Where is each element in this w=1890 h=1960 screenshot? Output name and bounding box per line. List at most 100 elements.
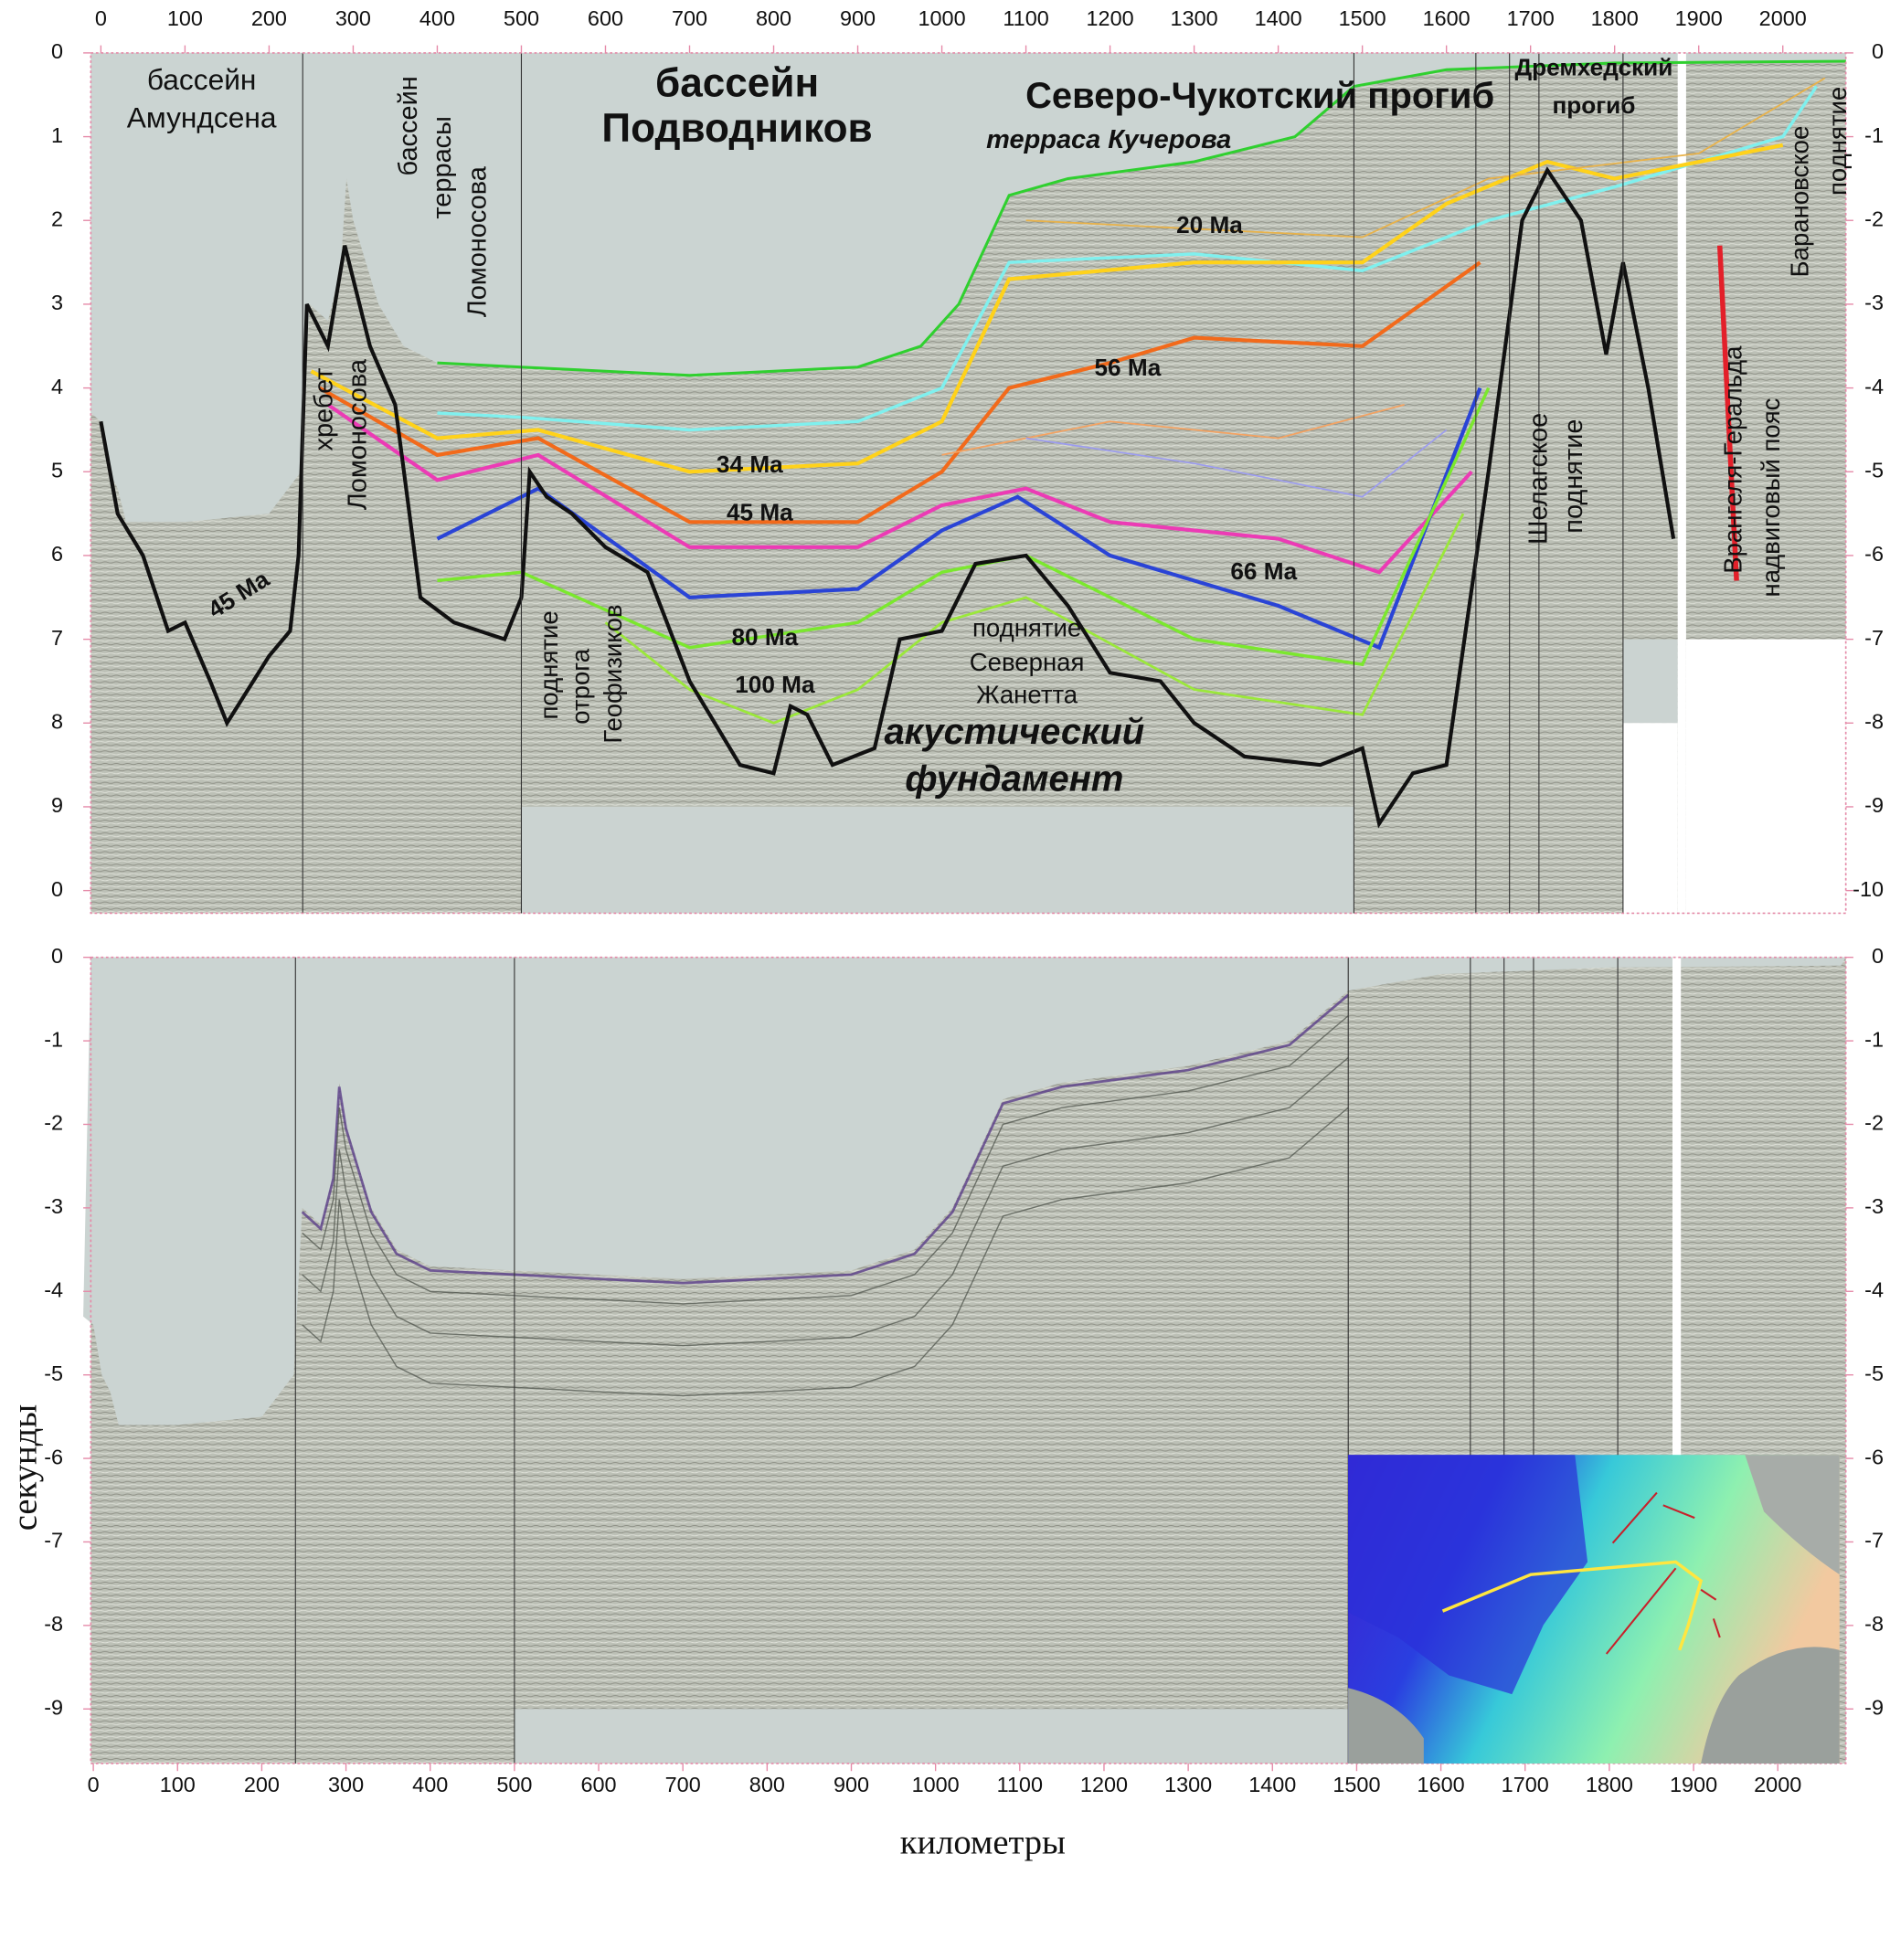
- horizon: [436, 387, 1482, 651]
- right-tick-label: -10: [1853, 877, 1884, 901]
- no-data: [514, 1709, 1349, 1764]
- section-label: хребет: [309, 368, 338, 451]
- section-label: Врангеля-Геральда: [1719, 345, 1747, 574]
- horizon: [318, 260, 1481, 524]
- left-tick-label: -6: [44, 1445, 63, 1468]
- right-tick-label: -9: [1864, 1695, 1884, 1719]
- right-tick-label: -3: [1864, 291, 1884, 314]
- x-tick-label: 200: [244, 1773, 280, 1796]
- x-tick-label: 800: [749, 1773, 785, 1796]
- left-tick-label: 8: [51, 709, 63, 733]
- no-data: [1685, 639, 1846, 914]
- section-label: Северо-Чукотский прогиб: [1025, 76, 1494, 116]
- section-label: поднятие: [535, 610, 563, 719]
- x-tick-label: 1100: [997, 1773, 1043, 1796]
- section-label: 45 Ma: [727, 498, 793, 525]
- x-tick-label: 100: [167, 6, 203, 30]
- x-tick-label: 600: [580, 1773, 616, 1796]
- section-label: бассейн: [147, 63, 257, 96]
- reflector: [302, 1056, 1349, 1347]
- inset-map: [1348, 1455, 1840, 1764]
- frame: [90, 956, 1847, 1764]
- x-tick-label: 900: [840, 6, 876, 30]
- left-tick-label: -9: [44, 1695, 63, 1719]
- right-tick-label: -2: [1864, 207, 1884, 230]
- no-data: [1677, 52, 1686, 914]
- left-tick-label: -1: [44, 1027, 63, 1051]
- x-tick-label: 1500: [1333, 1773, 1380, 1796]
- section-label: Северная: [970, 648, 1085, 676]
- x-tick-label: 800: [756, 6, 791, 30]
- section-label: Ломоносова: [463, 165, 493, 317]
- x-tick-label: 1300: [1171, 6, 1218, 30]
- x-tick-label: 1900: [1670, 1773, 1717, 1796]
- x-tick-label: 700: [665, 1773, 701, 1796]
- x-tick-label: 1500: [1339, 6, 1386, 30]
- left-tick-label: -7: [44, 1529, 63, 1552]
- bottom-section: 0 100 200 300 400 500 600 700 800 900 1000 1100 1200…: [44, 944, 1884, 1796]
- right-tick-label: -6: [1864, 1445, 1884, 1468]
- section-label: бассейн: [394, 76, 423, 175]
- left-tick-label: -3: [44, 1194, 63, 1218]
- x-axis-label: километры: [900, 1823, 1066, 1861]
- no-data: [1672, 957, 1682, 1764]
- section-label: 20 Ma: [1176, 211, 1243, 238]
- section-label: терраса Кучерова: [986, 125, 1231, 154]
- right-tick-label: -5: [1864, 1361, 1884, 1385]
- x-tick-label: 1700: [1507, 6, 1555, 30]
- x-tick-label: 500: [496, 1773, 532, 1796]
- horizon: [1025, 77, 1826, 238]
- right-tick-label: -1: [1864, 1027, 1884, 1051]
- x-tick-label: 400: [412, 1773, 448, 1796]
- x-tick-label: 1900: [1675, 6, 1723, 30]
- x-tick-label: 1700: [1502, 1773, 1549, 1796]
- right-tick-label: 0: [1872, 944, 1884, 968]
- right-tick-label: -6: [1864, 542, 1884, 566]
- x-tick-label: 2000: [1759, 6, 1807, 30]
- right-tick-label: -5: [1864, 458, 1884, 482]
- top-section: 0 100 200 300 400 500 600 700 800 900 1000 1100 1200…: [51, 6, 1884, 915]
- horizon: [941, 404, 1405, 456]
- x-tick-label: 1200: [1080, 1773, 1128, 1796]
- right-tick-label: -8: [1864, 709, 1884, 733]
- x-tick-label: 300: [328, 1773, 364, 1796]
- section-label: акустический: [884, 712, 1144, 752]
- section-label: поднятие: [972, 614, 1081, 642]
- left-tick-label: 9: [51, 793, 63, 817]
- no-data: [521, 806, 1354, 914]
- left-tick-label: 5: [51, 458, 63, 482]
- x-tick-label: 1600: [1423, 6, 1471, 30]
- no-data: [1622, 723, 1678, 914]
- x-tick-label: 500: [504, 6, 539, 30]
- right-tick-label: -2: [1864, 1111, 1884, 1135]
- left-tick-label: 6: [51, 542, 63, 566]
- x-tick-label: 1000: [912, 1773, 960, 1796]
- left-tick-label: 7: [51, 626, 63, 650]
- x-tick-label: 1400: [1255, 6, 1302, 30]
- x-tick-label: 1000: [918, 6, 965, 30]
- section-label: надвиговый пояс: [1757, 397, 1785, 597]
- x-tick-label: 200: [251, 6, 287, 30]
- x-tick-label: 1300: [1164, 1773, 1212, 1796]
- no-data: [1622, 639, 1678, 724]
- left-tick-label: 3: [51, 291, 63, 314]
- y-axis-label: секунды: [5, 1404, 44, 1531]
- x-tick-label: 900: [834, 1773, 869, 1796]
- right-tick-label: 0: [1872, 39, 1884, 63]
- x-tick-label: 100: [160, 1773, 196, 1796]
- section-label: 56 Ma: [1094, 354, 1161, 381]
- left-tick-label: -5: [44, 1361, 63, 1385]
- right-tick-label: -4: [1864, 375, 1884, 398]
- right-tick-label: -7: [1864, 626, 1884, 650]
- right-tick-label: -9: [1864, 793, 1884, 817]
- horizon: [1025, 429, 1448, 498]
- section-label: бассейн: [655, 60, 819, 105]
- acoustic-basement: [99, 166, 1676, 829]
- section-label: Подводников: [601, 106, 872, 151]
- reflector: [301, 993, 1350, 1285]
- x-tick-label: 0: [88, 1773, 100, 1796]
- right-tick-label: -1: [1864, 123, 1884, 147]
- section-label: 34 Ma: [717, 450, 783, 478]
- horizon: [604, 513, 1465, 725]
- x-tick-label: 2000: [1754, 1773, 1801, 1796]
